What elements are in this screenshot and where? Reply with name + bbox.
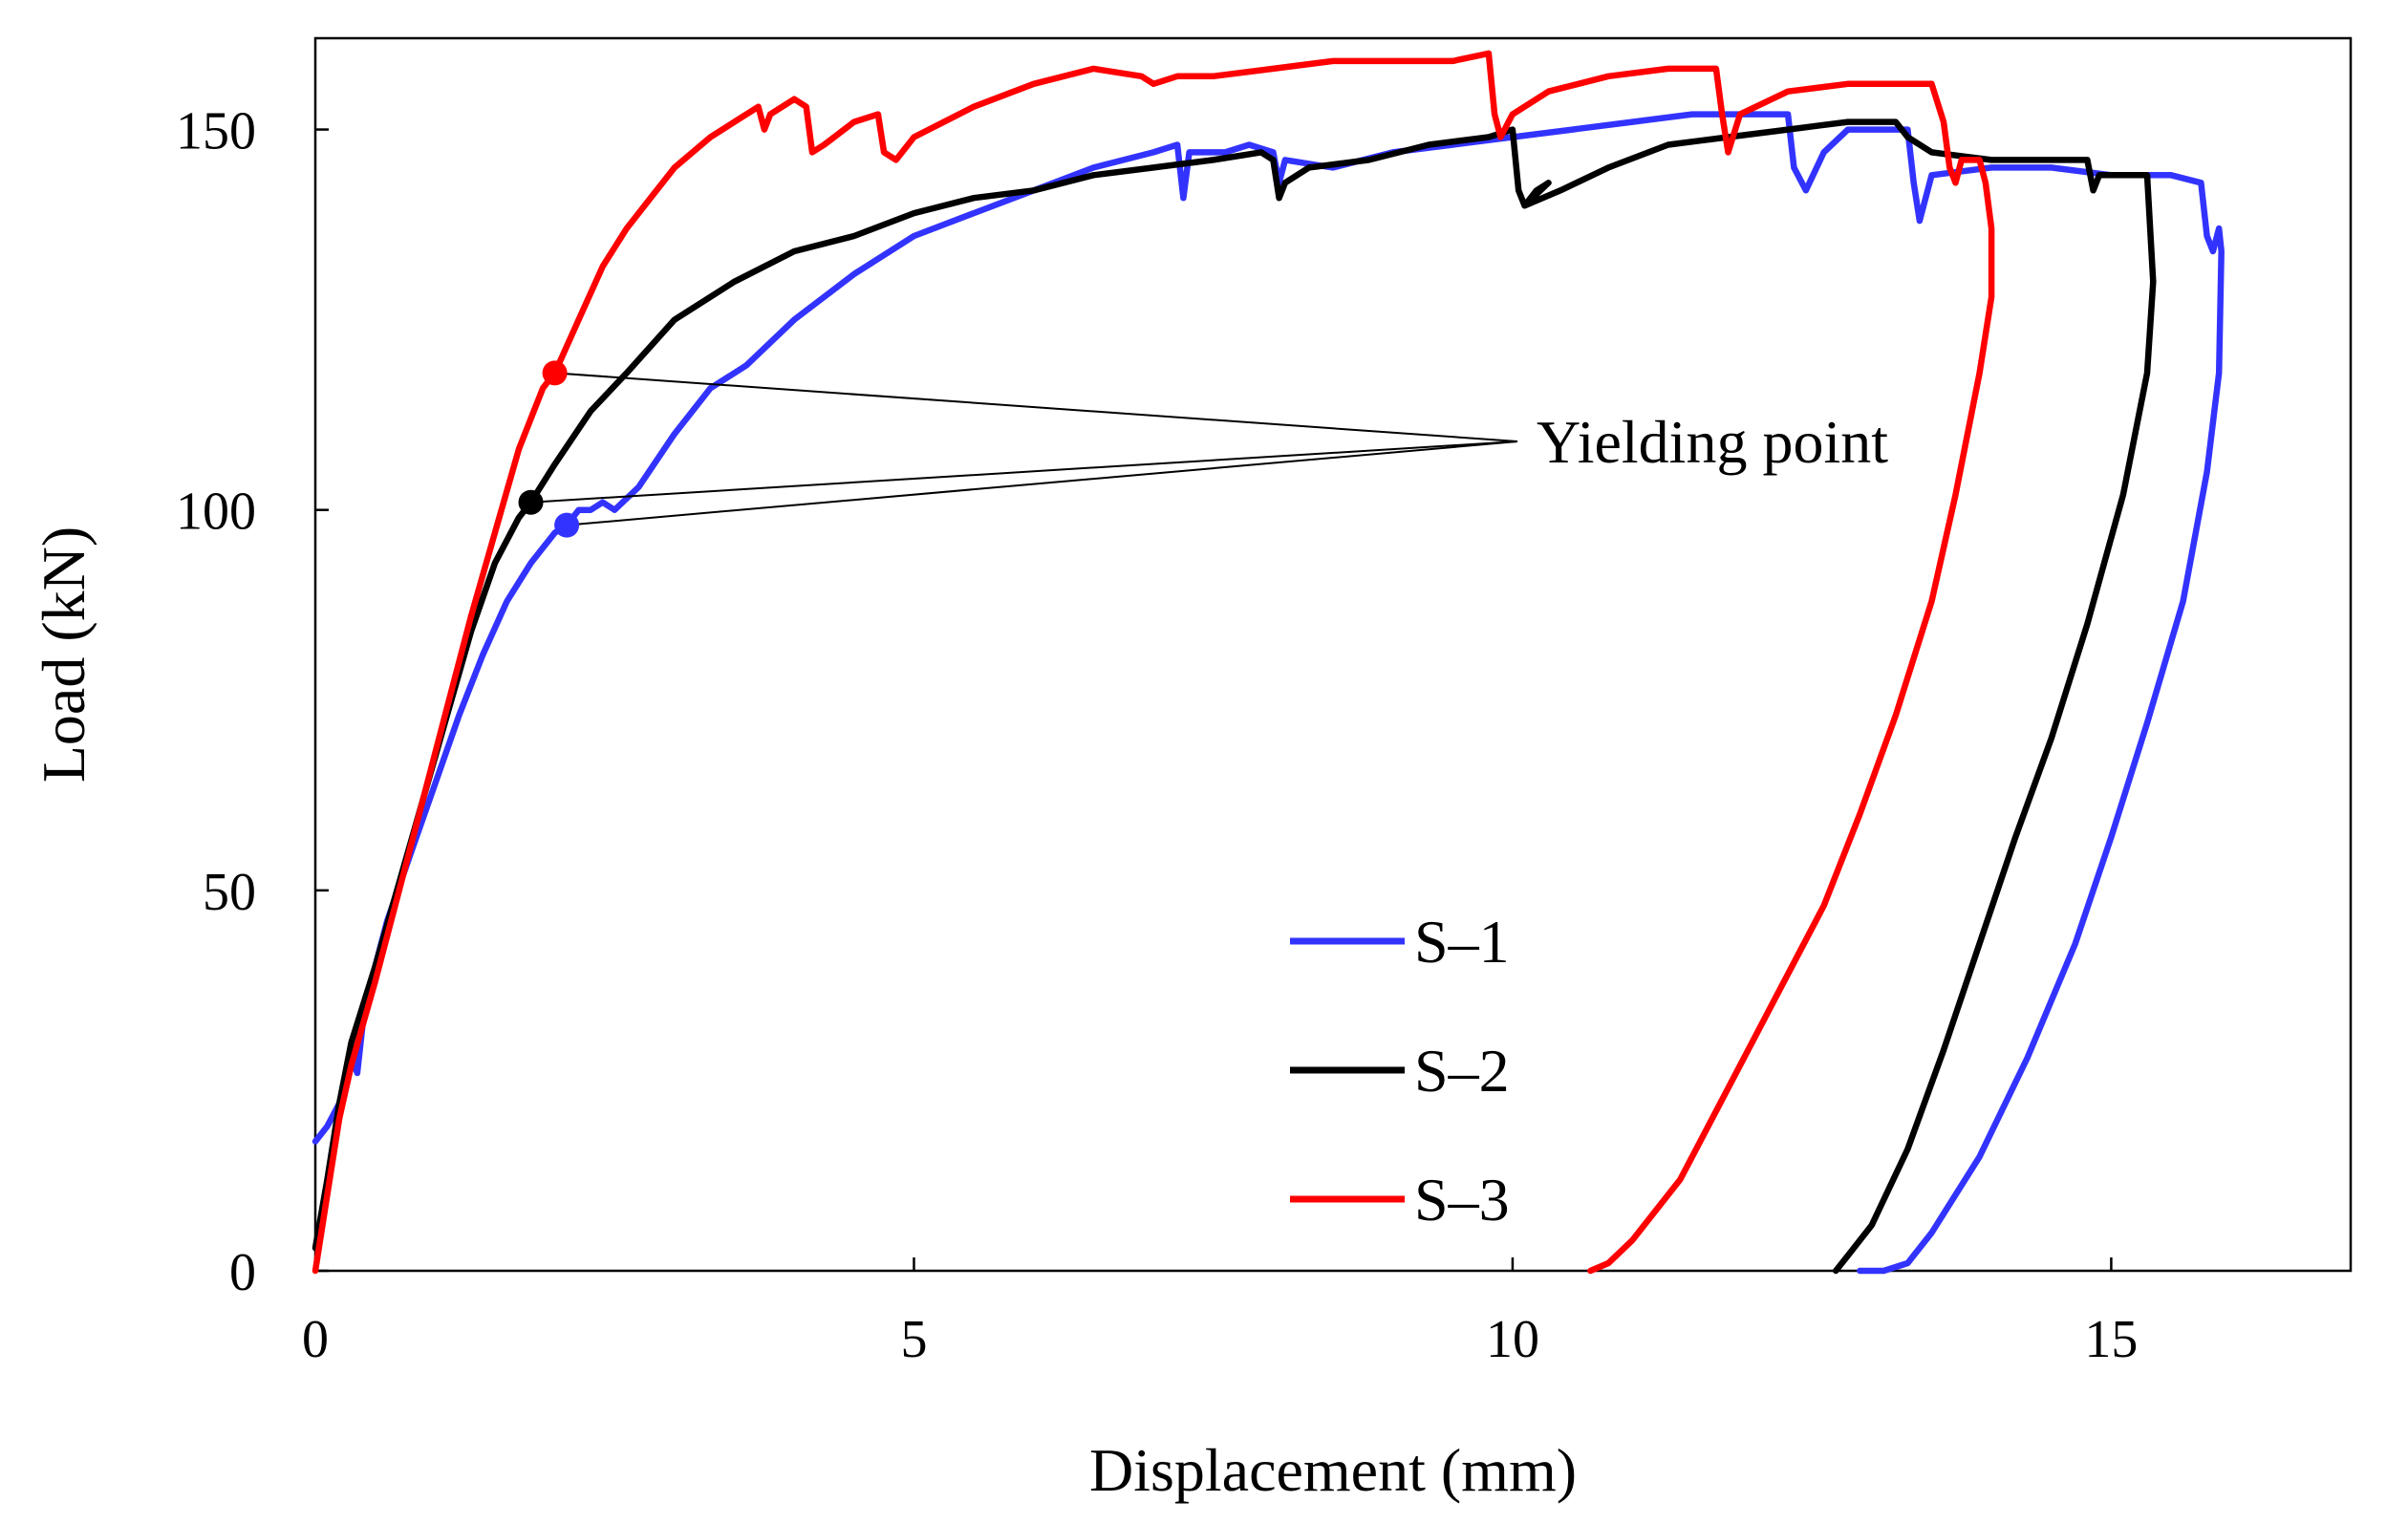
x-tick-label: 10 <box>1486 1310 1539 1369</box>
yield-leader-line <box>554 372 1518 443</box>
y-tick-label: 0 <box>229 1243 256 1302</box>
x-tick-label: 5 <box>900 1310 927 1369</box>
x-tick-label: 0 <box>302 1310 329 1369</box>
y-axis-title: Load (kN) <box>30 526 97 783</box>
legend-label-s2: S–2 <box>1414 1037 1510 1105</box>
yield-point-marker-s3 <box>542 360 568 386</box>
y-tick-label: 100 <box>176 483 256 542</box>
yield-point-marker-s2 <box>518 489 544 515</box>
series-lines <box>312 50 2225 1275</box>
legend: S–1 S–2 S–3 <box>1290 908 1510 1234</box>
yield-leader-line <box>567 440 1518 526</box>
y-tick-label: 50 <box>203 863 256 922</box>
x-tick-label: 15 <box>2084 1310 2138 1369</box>
annotation: Yielding point <box>518 360 1888 538</box>
series-line-s3 <box>312 50 1995 1275</box>
x-axis-title: Displacement (mm) <box>1089 1436 1577 1504</box>
plot-frame <box>313 36 2353 1273</box>
series-line-s1 <box>312 111 2225 1275</box>
legend-label-s3: S–3 <box>1414 1166 1510 1234</box>
yield-point-marker-s1 <box>554 512 580 538</box>
yield-leader-line <box>530 440 1518 504</box>
yielding-point-label: Yielding point <box>1537 408 1888 476</box>
legend-label-s1: S–1 <box>1414 908 1510 976</box>
y-tick-label: 150 <box>176 102 256 161</box>
